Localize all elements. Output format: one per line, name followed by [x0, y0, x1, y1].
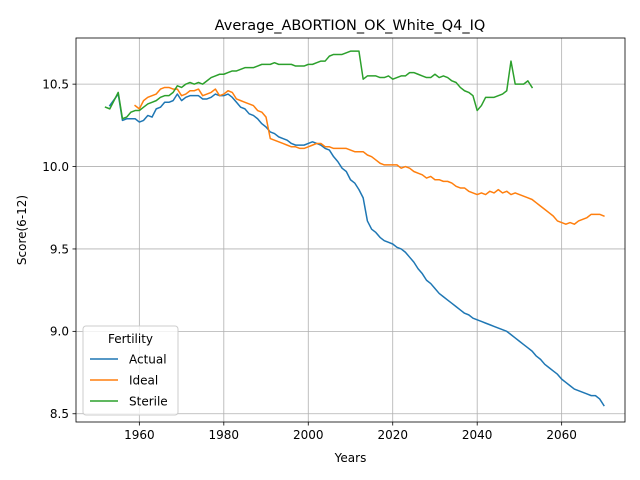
series-line-ideal: [134, 86, 605, 225]
y-axis-label: Score(6-12): [15, 195, 29, 265]
series-layer: [104, 50, 605, 407]
legend: Fertility Actual Ideal Sterile: [82, 325, 179, 416]
legend-entries: Actual Ideal Sterile: [90, 352, 168, 408]
x-tick-label: 1980: [209, 428, 240, 442]
chart-title: Average_ABORTION_OK_White_Q4_IQ: [215, 18, 486, 34]
legend-label-ideal: Ideal: [129, 373, 158, 387]
axis-ticks: 1960 1980 2000 2020 2040 2060 8.5 9.0 9.5 10.0 10.…: [42, 77, 577, 442]
x-tick-label: 1960: [124, 428, 155, 442]
legend-title: Fertility: [108, 332, 153, 346]
plot-frame: [75, 37, 626, 423]
y-tick-label: 9.5: [50, 242, 69, 256]
legend-box: [82, 325, 179, 416]
series-line-actual: [108, 93, 605, 407]
x-tick-label: 2000: [293, 428, 324, 442]
y-tick-label: 8.5: [50, 407, 69, 421]
y-tick-label: 9.0: [50, 325, 69, 339]
legend-label-sterile: Sterile: [129, 394, 168, 408]
x-tick-label: 2020: [377, 428, 408, 442]
x-axis-label: Years: [334, 451, 367, 465]
legend-label-actual: Actual: [129, 352, 167, 366]
x-tick-label: 2060: [546, 428, 577, 442]
x-tick-label: 2040: [462, 428, 493, 442]
series-line-sterile: [104, 50, 534, 120]
y-tick-label: 10.5: [42, 77, 69, 91]
y-tick-label: 10.0: [42, 160, 69, 174]
